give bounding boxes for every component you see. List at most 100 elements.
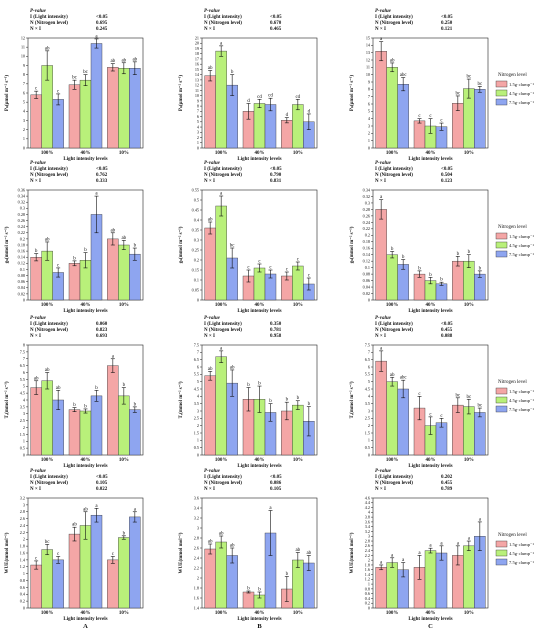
pvalue-factor: I (Light intensity) — [204, 167, 242, 172]
y-tick-label: 5 — [197, 379, 199, 384]
x-tick-label: 100% — [215, 151, 228, 156]
y-tick-label: 3 — [197, 130, 199, 135]
bar — [375, 51, 387, 149]
significance-letter: b — [73, 256, 76, 261]
pvalue-value: <0.05 — [96, 15, 108, 20]
bar — [30, 387, 42, 456]
y-tick-label: 2.2 — [20, 530, 25, 535]
legend-swatch — [495, 396, 508, 404]
bar — [292, 104, 304, 149]
pvalue-value: 0.695 — [96, 21, 108, 26]
y-tick-label: 4.2 — [365, 505, 370, 510]
y-tick-label: 1.6 — [194, 595, 199, 600]
significance-letter: ab — [45, 368, 50, 373]
y-tick-label: 19 — [195, 46, 199, 51]
significance-letter: a — [402, 558, 405, 563]
x-axis-label: Light intensity levels — [237, 157, 281, 162]
y-tick-label: 0 — [23, 297, 25, 302]
y-tick-label: 0.15 — [192, 267, 199, 272]
y-tick-label: 6 — [368, 364, 370, 369]
y-tick-label: 8 — [23, 342, 25, 347]
pvalue-value: 0.958 — [270, 334, 282, 339]
pvalue-factor: N (Nitrogen level) — [204, 328, 242, 333]
pvalue-value: 0.105 — [96, 481, 108, 486]
significance-letter: c — [35, 87, 38, 92]
y-tick-label: 3.2 — [194, 515, 199, 520]
y-tick-label: 8 — [368, 87, 370, 92]
significance-letter: a — [220, 41, 223, 46]
bar — [226, 555, 238, 609]
pvalue-factor: I (Light intensity) — [204, 322, 242, 327]
significance-letter: a — [269, 506, 272, 511]
significance-letter: bc — [83, 70, 89, 75]
pvalue-value: 0.465 — [270, 27, 282, 32]
pvalue-title: P-value — [375, 9, 392, 14]
legend-swatch — [495, 558, 508, 566]
y-tick-label: 2.6 — [365, 543, 370, 548]
significance-letter: ab — [121, 236, 126, 241]
y-tick-label: 4 — [368, 116, 371, 121]
y-tick-label: 0.5 — [365, 445, 370, 450]
legend-swatch — [495, 405, 508, 413]
pvalue-factor: N (Nitrogen level) — [30, 21, 68, 26]
pvalue-factor: N (Nitrogen level) — [204, 481, 242, 486]
legend-title: Nitrogen level — [498, 380, 527, 385]
y-tick-label: 0 — [197, 145, 199, 150]
significance-letter: b — [457, 252, 460, 257]
pvalue-value: 0.693 — [96, 334, 108, 339]
x-tick-label: 10% — [293, 151, 303, 156]
pvalue-value: 0.455 — [441, 481, 453, 486]
significance-letter: b — [123, 383, 126, 388]
y-tick-label: 1.2 — [365, 577, 370, 582]
significance-letter: b — [231, 70, 234, 75]
pvalue-title: P-value — [30, 316, 47, 321]
x-tick-label: 100% — [41, 303, 54, 308]
x-tick-label: 40% — [426, 611, 436, 616]
pvalue-factor: N (Nitrogen level) — [375, 21, 413, 26]
y-tick-label: 1 — [197, 438, 199, 443]
bar — [424, 550, 437, 609]
bar — [79, 79, 92, 149]
x-axis-label: Light intensity levels — [63, 464, 107, 469]
significance-letter: ab — [45, 237, 50, 242]
pvalue-title: P-value — [204, 9, 221, 14]
significance-letter: b — [468, 250, 471, 255]
y-tick-label: 2.2 — [194, 565, 199, 570]
significance-letter: b — [391, 247, 394, 252]
y-tick-label: 6 — [368, 101, 370, 106]
pvalue-factor: I (Light intensity) — [30, 475, 68, 480]
x-tick-label: 40% — [426, 151, 436, 156]
y-tick-label: 0.5 — [194, 197, 199, 202]
y-tick-label: 3 — [368, 408, 370, 413]
significance-letter: b — [134, 402, 137, 407]
significance-letter: cd — [295, 95, 300, 100]
pvalue-value: 0.823 — [96, 328, 108, 333]
y-tick-label: 0 — [368, 452, 370, 457]
y-tick-label: 1.5 — [365, 430, 370, 435]
legend-title: Nitrogen level — [498, 533, 527, 538]
pvalue-factor: N × I — [30, 334, 41, 339]
y-tick-label: 7.5 — [194, 342, 199, 347]
bar — [474, 412, 486, 456]
bar — [118, 395, 130, 456]
legend: Nitrogen level 1.5g·clump⁻¹ 4.5g·clump⁻¹ 7.… — [495, 380, 534, 413]
significance-letter: a — [418, 551, 421, 556]
y-tick-label: 2.4 — [365, 548, 371, 553]
bar — [463, 545, 475, 609]
significance-letter: bc — [477, 82, 483, 87]
pvalue-factor: N × I — [375, 334, 386, 339]
x-tick-label: 100% — [215, 303, 228, 308]
x-tick-label: 40% — [255, 611, 265, 616]
y-tick-label: 18 — [195, 51, 199, 56]
y-tick-label: 1.5 — [20, 432, 25, 437]
y-tick-label: 0.28 — [18, 212, 25, 217]
x-tick-label: 40% — [81, 611, 91, 616]
significance-letter: b — [73, 403, 76, 408]
bar — [253, 103, 266, 149]
y-axis-label: WUE(mmol mol⁻¹) — [349, 532, 355, 573]
pvalue-value: 0.245 — [96, 27, 108, 32]
significance-letter: b — [297, 396, 300, 401]
y-tick-label: 0 — [23, 452, 25, 457]
